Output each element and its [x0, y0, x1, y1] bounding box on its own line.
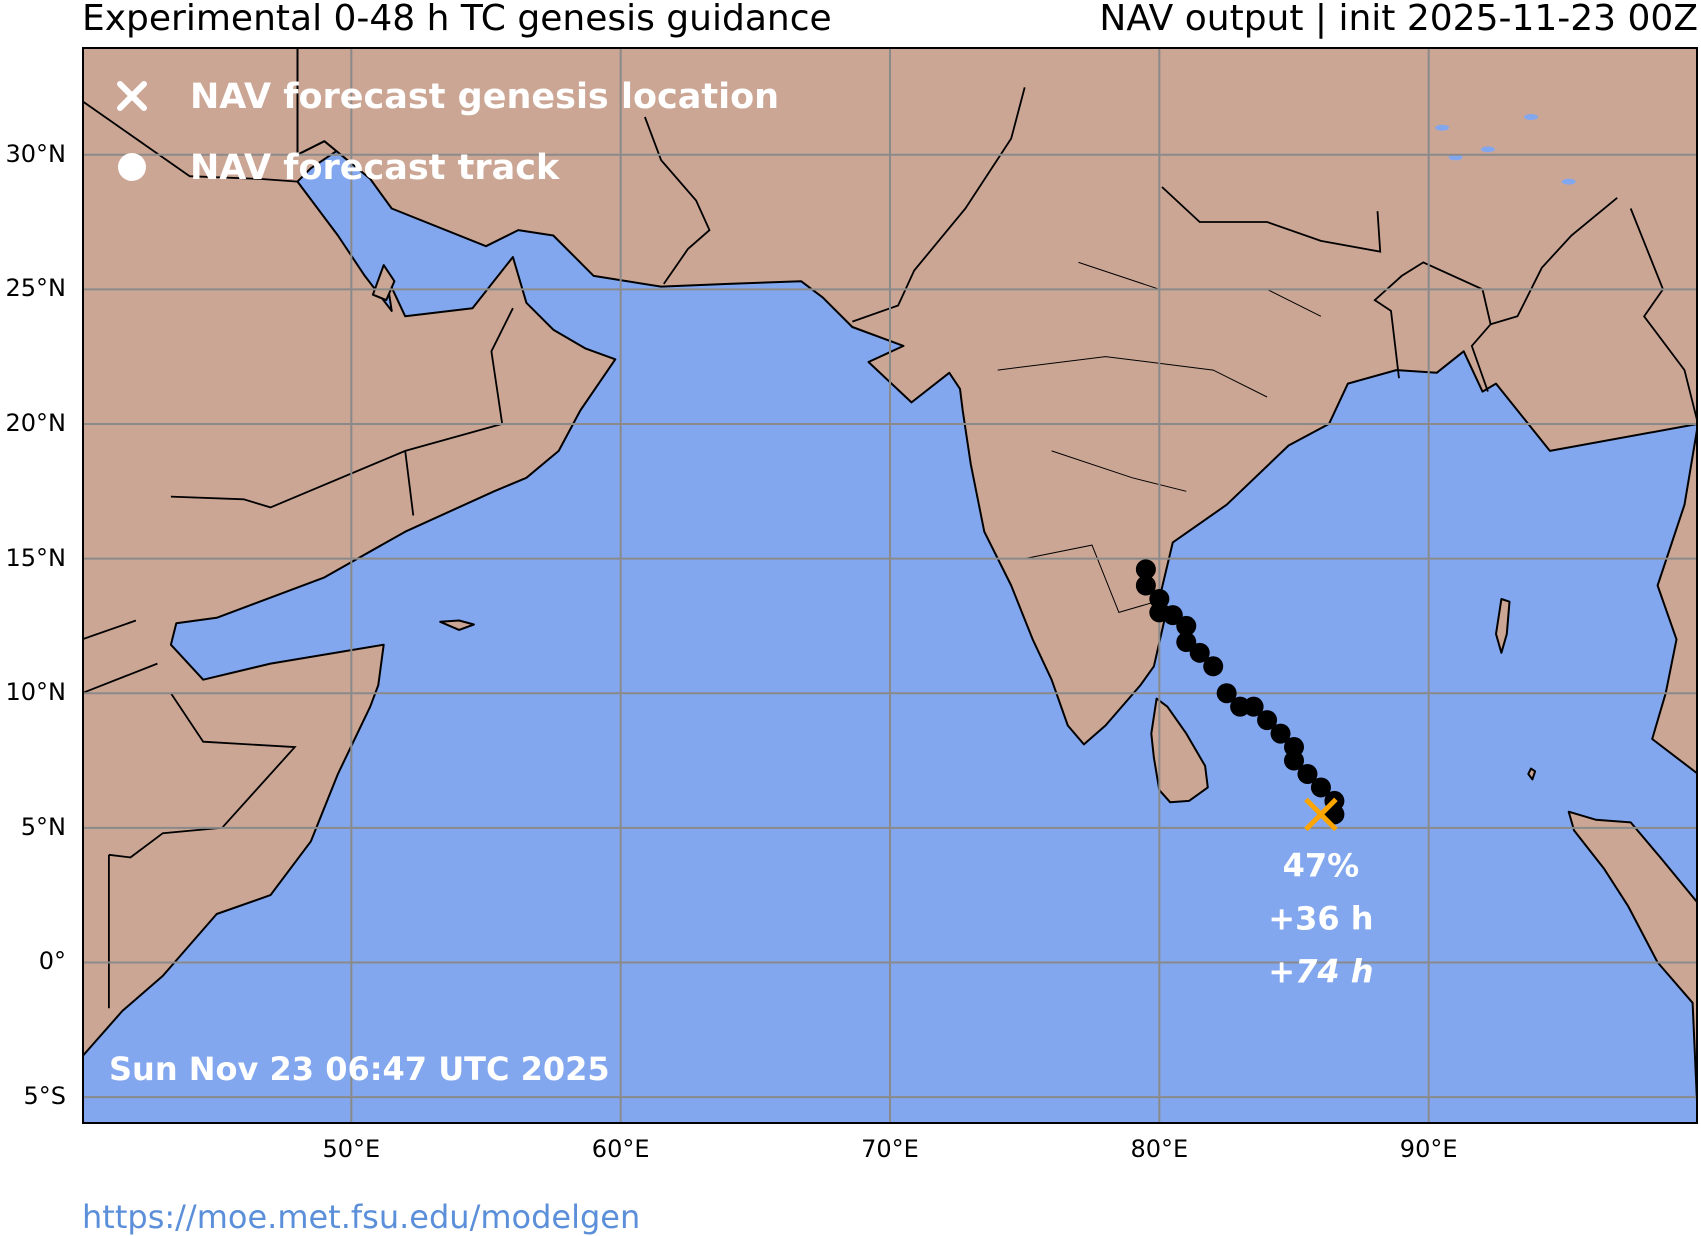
lat-tick-label: 5°S — [23, 1082, 66, 1111]
land-qatar — [371, 264, 396, 302]
map-legend: NAV forecast genesis location NAV foreca… — [117, 77, 779, 188]
lon-tick-label: 70°E — [861, 1135, 919, 1163]
legend-genesis-label: NAV forecast genesis location — [190, 77, 779, 117]
genesis-lead-time: +36 h — [1268, 899, 1373, 937]
border-myanmar — [1490, 197, 1618, 326]
border-nepal — [1161, 186, 1382, 253]
border-africa-1 — [82, 619, 137, 641]
track-point — [1297, 763, 1318, 784]
track-point — [1176, 632, 1197, 653]
border-saudi-yemen — [170, 423, 503, 509]
lat-tick-label: 15°N — [5, 543, 67, 572]
track-point — [1216, 683, 1237, 704]
lon-tick-label: 60°E — [591, 1135, 650, 1163]
track-point — [1135, 559, 1156, 580]
track-point — [1176, 615, 1197, 636]
track-point — [1257, 710, 1278, 731]
land-masses — [82, 47, 1698, 1124]
filled-circle-icon — [118, 153, 146, 181]
lat-tick-label: 20°N — [5, 408, 67, 437]
land-socotra — [439, 619, 475, 631]
land-sumatra — [1567, 810, 1698, 1124]
border-yemen-oman — [404, 450, 415, 516]
land-nicobar — [1527, 767, 1537, 781]
border-saudi-oman — [490, 307, 514, 425]
lat-lon-grid — [82, 47, 1698, 1124]
lake-2 — [1448, 154, 1463, 161]
land-arabia-africa — [82, 47, 617, 1058]
source-url-link[interactable]: https://moe.met.fsu.edu/modelgen — [82, 1198, 641, 1236]
border-iran-pakistan — [644, 116, 711, 285]
land-andaman — [1495, 598, 1511, 654]
genesis-marker-group — [1304, 797, 1338, 832]
lake-5 — [1524, 114, 1539, 121]
border-india-states-2 — [1051, 450, 1187, 492]
track-point — [1243, 696, 1264, 717]
track-point — [1162, 605, 1183, 626]
border-india-bangladesh — [1373, 261, 1492, 392]
lake-1 — [1435, 124, 1450, 131]
lat-tick-label: 5°N — [20, 812, 66, 841]
lon-tick-label: 50°E — [322, 1135, 381, 1163]
track-point — [1135, 575, 1156, 596]
track-end-time: +74 h — [1268, 952, 1373, 990]
country-borders — [82, 87, 1698, 1009]
track-point — [1284, 750, 1304, 771]
legend-track-label: NAV forecast track — [190, 148, 560, 188]
lat-tick-label: 25°N — [5, 274, 67, 303]
lon-tick-label: 90°E — [1399, 1135, 1458, 1163]
model-init-label: NAV output | init 2025-11-23 00Z — [1099, 0, 1698, 39]
lat-tick-label: 10°N — [5, 678, 67, 707]
genesis-probability: 47% — [1283, 846, 1360, 884]
border-africa-2 — [82, 662, 158, 695]
genesis-map: NAV forecast genesis location NAV foreca… — [82, 47, 1698, 1124]
track-point — [1203, 656, 1224, 677]
track-point — [1310, 777, 1331, 798]
lat-tick-label: 0° — [38, 947, 66, 976]
lon-tick-label: 80°E — [1130, 1135, 1189, 1163]
lat-tick-label: 30°N — [5, 139, 67, 168]
map-title: Experimental 0-48 h TC genesis guidance — [82, 0, 832, 39]
lake-3 — [1480, 146, 1495, 153]
border-iraq-saudi — [82, 100, 298, 183]
timestamp-label: Sun Nov 23 06:47 UTC 2025 — [109, 1050, 610, 1088]
genesis-x-marker — [1304, 797, 1338, 832]
track-point — [1189, 642, 1210, 663]
track-point — [1270, 723, 1291, 744]
land-sri-lanka — [1150, 697, 1209, 804]
map-border — [82, 47, 1698, 1124]
border-myanmar-thai — [1629, 208, 1698, 425]
lake-4 — [1561, 178, 1576, 185]
land-india-asia — [296, 47, 1698, 775]
border-india-states-3 — [1024, 544, 1165, 614]
x-marker-icon — [117, 81, 147, 111]
